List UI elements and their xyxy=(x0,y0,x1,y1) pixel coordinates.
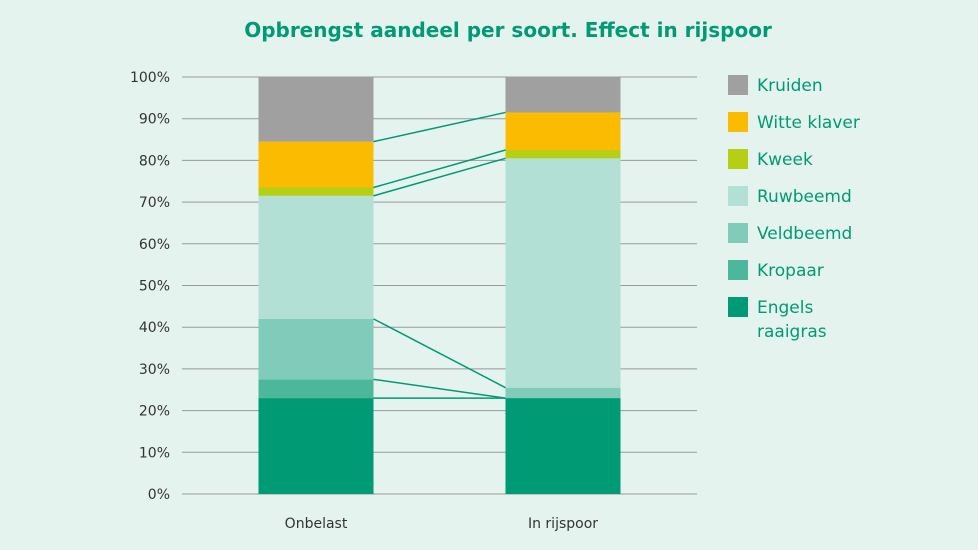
legend-label: Kropaar xyxy=(757,261,824,281)
y-tick-label: 90% xyxy=(139,112,170,128)
legend-label: Witte klaver xyxy=(757,113,860,133)
x-category-label: In rijspoor xyxy=(528,516,598,532)
y-tick-label: 10% xyxy=(139,445,170,461)
legend-label: Kruiden xyxy=(757,76,823,96)
y-axis-ticks: 0% 10% 20% 30% 40% 50% 60% 70% 80% 90% 100% xyxy=(130,70,170,503)
x-axis-labels: Onbelast In rijspoor xyxy=(285,516,599,532)
legend-swatch xyxy=(728,186,748,206)
bar-segment xyxy=(505,149,621,159)
legend-swatch xyxy=(728,112,748,132)
bar-segment xyxy=(258,318,374,380)
connector-line xyxy=(373,111,506,143)
bar-segment xyxy=(258,141,374,188)
bar-segment xyxy=(258,187,374,196)
y-tick-label: 40% xyxy=(139,320,170,336)
legend-swatch xyxy=(728,75,748,95)
legend-label: Veldbeemd xyxy=(757,224,852,244)
legend-label: Engels xyxy=(757,298,813,318)
bar-segment xyxy=(505,387,621,399)
connector-line xyxy=(373,157,506,197)
bar-segment xyxy=(258,398,374,494)
connector-line xyxy=(373,378,506,399)
legend-swatch xyxy=(728,297,748,317)
bar-segment xyxy=(505,158,621,388)
connector-line xyxy=(373,149,506,189)
legend-swatch xyxy=(728,149,748,169)
y-tick-label: 50% xyxy=(139,279,170,295)
y-tick-label: 80% xyxy=(139,153,170,169)
y-tick-label: 100% xyxy=(130,70,170,86)
bar-segment xyxy=(258,379,374,399)
legend-label: Ruwbeemd xyxy=(757,187,852,207)
y-tick-label: 20% xyxy=(139,404,170,420)
bar-segment xyxy=(505,77,621,113)
x-category-label: Onbelast xyxy=(285,516,348,532)
bars xyxy=(258,77,621,494)
chart-title: Opbrengst aandeel per soort. Effect in r… xyxy=(244,18,772,42)
legend-label: Kweek xyxy=(757,150,813,170)
y-tick-label: 70% xyxy=(139,195,170,211)
connector-line xyxy=(373,318,506,389)
y-tick-label: 30% xyxy=(139,362,170,378)
bar-segment xyxy=(258,77,374,142)
legend: Kruiden Witte klaver Kweek Ruwbeemd Veldbeem… xyxy=(728,75,860,342)
bar-segment xyxy=(505,112,621,150)
bar-segment xyxy=(505,398,621,494)
legend-swatch xyxy=(728,260,748,280)
y-tick-label: 0% xyxy=(148,487,170,503)
legend-swatch xyxy=(728,223,748,243)
bar-segment xyxy=(258,195,374,319)
legend-label: raaigras xyxy=(757,322,827,342)
connector-lines xyxy=(373,111,506,399)
y-tick-label: 60% xyxy=(139,237,170,253)
